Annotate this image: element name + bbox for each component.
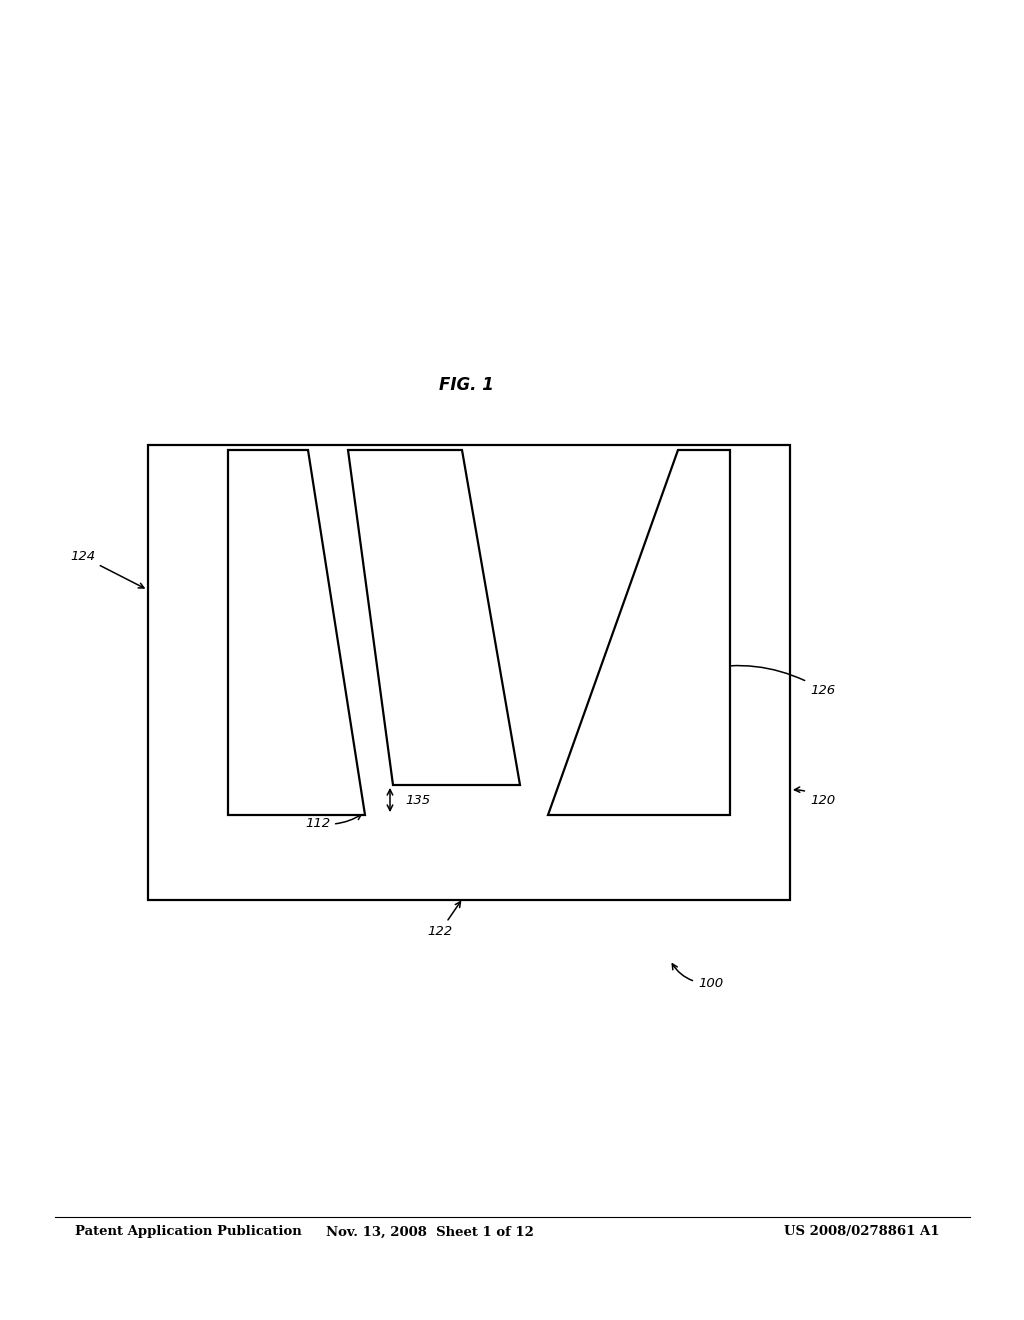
Text: 122: 122 xyxy=(427,902,461,939)
Text: 126: 126 xyxy=(705,665,836,697)
Text: 130: 130 xyxy=(269,671,295,682)
Text: 112: 112 xyxy=(305,814,361,830)
Text: Nov. 13, 2008  Sheet 1 of 12: Nov. 13, 2008 Sheet 1 of 12 xyxy=(326,1225,534,1238)
Text: Patent Application Publication: Patent Application Publication xyxy=(75,1225,302,1238)
Polygon shape xyxy=(548,450,730,814)
Text: FIG. 1: FIG. 1 xyxy=(438,376,494,393)
Polygon shape xyxy=(228,450,365,814)
Bar xyxy=(148,445,790,900)
Text: 100: 100 xyxy=(673,964,723,990)
Text: US 2008/0278861 A1: US 2008/0278861 A1 xyxy=(784,1225,940,1238)
Polygon shape xyxy=(348,450,520,785)
Text: 135: 135 xyxy=(406,793,430,807)
Text: 124: 124 xyxy=(70,550,144,587)
Text: 120: 120 xyxy=(795,787,836,807)
Text: 110: 110 xyxy=(433,579,475,597)
